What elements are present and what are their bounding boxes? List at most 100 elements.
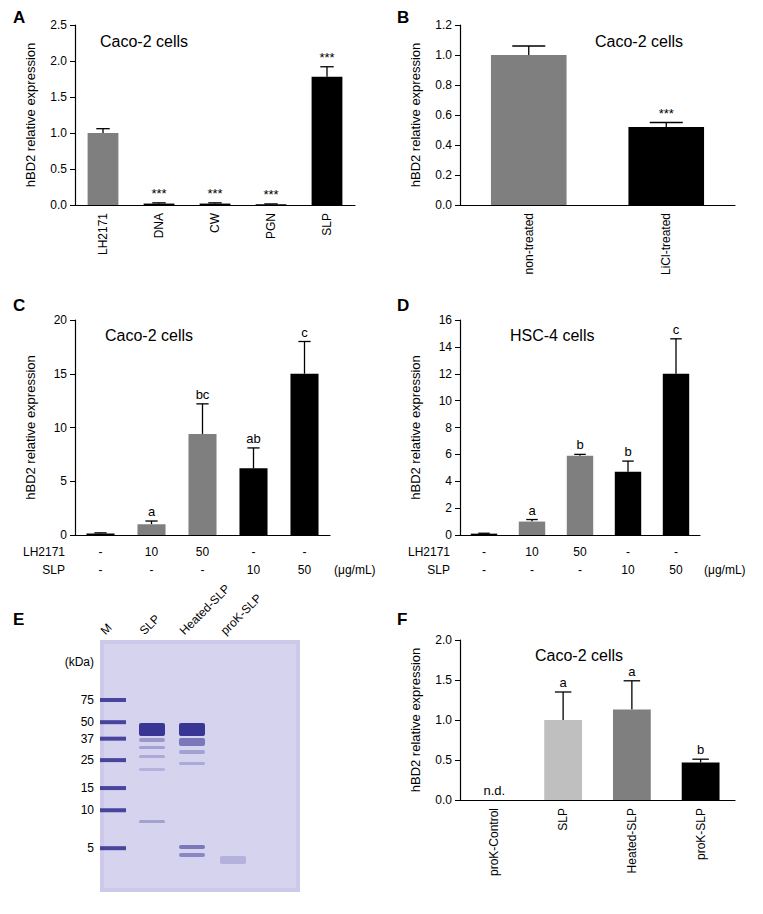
svg-text:(μg/mL): (μg/mL)	[334, 563, 376, 577]
svg-text:-: -	[201, 563, 205, 577]
svg-text:***: ***	[263, 187, 278, 202]
svg-text:E: E	[13, 610, 24, 629]
svg-text:75: 75	[81, 693, 95, 707]
svg-text:6: 6	[445, 447, 452, 461]
svg-text:hBD2 relative expression: hBD2 relative expression	[408, 43, 423, 188]
svg-text:M: M	[98, 621, 115, 638]
svg-text:8: 8	[445, 421, 452, 435]
svg-text:SLP: SLP	[320, 213, 334, 236]
svg-text:10: 10	[145, 545, 159, 559]
svg-text:0.4: 0.4	[435, 138, 452, 152]
svg-text:SLP: SLP	[42, 563, 65, 577]
svg-text:2.0: 2.0	[50, 54, 67, 68]
svg-text:0.2: 0.2	[435, 168, 452, 182]
svg-text:-: -	[626, 545, 630, 559]
svg-text:a: a	[148, 504, 156, 519]
svg-text:10: 10	[621, 563, 635, 577]
svg-text:-: -	[674, 545, 678, 559]
svg-text:b: b	[697, 742, 704, 757]
svg-text:-: -	[578, 563, 582, 577]
svg-text:PGN: PGN	[264, 213, 278, 239]
svg-text:Caco-2 cells: Caco-2 cells	[535, 647, 623, 664]
svg-text:proK-Control: proK-Control	[487, 808, 501, 876]
svg-text:***: ***	[659, 106, 674, 121]
svg-text:proK-SLP: proK-SLP	[694, 808, 708, 860]
svg-text:proK-SLP: proK-SLP	[218, 591, 265, 638]
svg-text:B: B	[397, 8, 409, 27]
svg-text:50: 50	[573, 545, 587, 559]
svg-text:15: 15	[54, 367, 68, 381]
svg-text:1.2: 1.2	[435, 18, 452, 32]
svg-text:2.0: 2.0	[435, 633, 452, 647]
svg-text:0.6: 0.6	[435, 108, 452, 122]
svg-text:ab: ab	[246, 431, 260, 446]
svg-text:hBD2 relative expression: hBD2 relative expression	[23, 43, 38, 188]
svg-text:(kDa): (kDa)	[65, 655, 94, 669]
svg-text:0.0: 0.0	[50, 198, 67, 212]
svg-text:4: 4	[445, 474, 452, 488]
svg-text:F: F	[397, 610, 407, 629]
svg-text:Caco-2 cells: Caco-2 cells	[105, 327, 193, 344]
svg-text:15: 15	[81, 781, 95, 795]
svg-text:5: 5	[87, 841, 94, 855]
svg-text:5: 5	[60, 474, 67, 488]
svg-text:n.d.: n.d.	[484, 783, 506, 798]
svg-text:-: -	[99, 563, 103, 577]
svg-text:50: 50	[81, 715, 95, 729]
svg-text:10: 10	[81, 803, 95, 817]
svg-text:0.8: 0.8	[435, 78, 452, 92]
svg-text:DNA: DNA	[152, 213, 166, 238]
svg-text:bc: bc	[196, 387, 210, 402]
svg-text:0: 0	[60, 528, 67, 542]
svg-text:LH2171: LH2171	[23, 545, 65, 559]
svg-text:non-treated: non-treated	[522, 213, 536, 274]
svg-text:-: -	[150, 563, 154, 577]
svg-text:c: c	[673, 322, 680, 337]
svg-text:-: -	[303, 545, 307, 559]
svg-text:SLP: SLP	[556, 808, 570, 831]
svg-text:LH2171: LH2171	[408, 545, 450, 559]
svg-text:c: c	[301, 325, 308, 340]
svg-text:CW: CW	[208, 212, 222, 233]
svg-text:2.5: 2.5	[50, 18, 67, 32]
svg-text:14: 14	[439, 340, 453, 354]
svg-text:Heated-SLP: Heated-SLP	[625, 808, 639, 873]
svg-text:D: D	[397, 296, 409, 315]
svg-text:1.0: 1.0	[435, 48, 452, 62]
svg-text:1.0: 1.0	[435, 713, 452, 727]
svg-text:SLP: SLP	[427, 563, 450, 577]
svg-text:25: 25	[81, 753, 95, 767]
svg-text:-: -	[482, 563, 486, 577]
svg-text:12: 12	[439, 367, 453, 381]
svg-text:50: 50	[669, 563, 683, 577]
svg-text:b: b	[624, 444, 631, 459]
svg-text:HSC-4 cells: HSC-4 cells	[510, 327, 594, 344]
svg-text:1.5: 1.5	[50, 90, 67, 104]
svg-text:hBD2 relative expression: hBD2 relative expression	[408, 648, 423, 793]
svg-text:A: A	[13, 8, 25, 27]
svg-text:SLP: SLP	[137, 612, 163, 638]
svg-text:10: 10	[54, 421, 68, 435]
svg-text:0.5: 0.5	[435, 753, 452, 767]
svg-text:37: 37	[81, 732, 95, 746]
svg-text:1.0: 1.0	[50, 126, 67, 140]
svg-text:-: -	[99, 545, 103, 559]
svg-text:16: 16	[439, 313, 453, 327]
svg-text:-: -	[530, 563, 534, 577]
svg-text:C: C	[13, 296, 25, 315]
svg-text:0: 0	[445, 528, 452, 542]
svg-text:50: 50	[298, 563, 312, 577]
svg-text:0.0: 0.0	[435, 198, 452, 212]
svg-text:Caco-2 cells: Caco-2 cells	[595, 33, 683, 50]
svg-text:***: ***	[151, 186, 166, 201]
svg-text:hBD2 relative expression: hBD2 relative expression	[408, 355, 423, 500]
svg-text:***: ***	[319, 50, 334, 65]
svg-text:1.5: 1.5	[435, 673, 452, 687]
svg-text:a: a	[560, 675, 568, 690]
svg-text:0.5: 0.5	[50, 162, 67, 176]
svg-text:-: -	[482, 545, 486, 559]
svg-text:b: b	[576, 437, 583, 452]
svg-text:2: 2	[445, 501, 452, 515]
svg-text:10: 10	[247, 563, 261, 577]
svg-text:Caco-2 cells: Caco-2 cells	[100, 33, 188, 50]
